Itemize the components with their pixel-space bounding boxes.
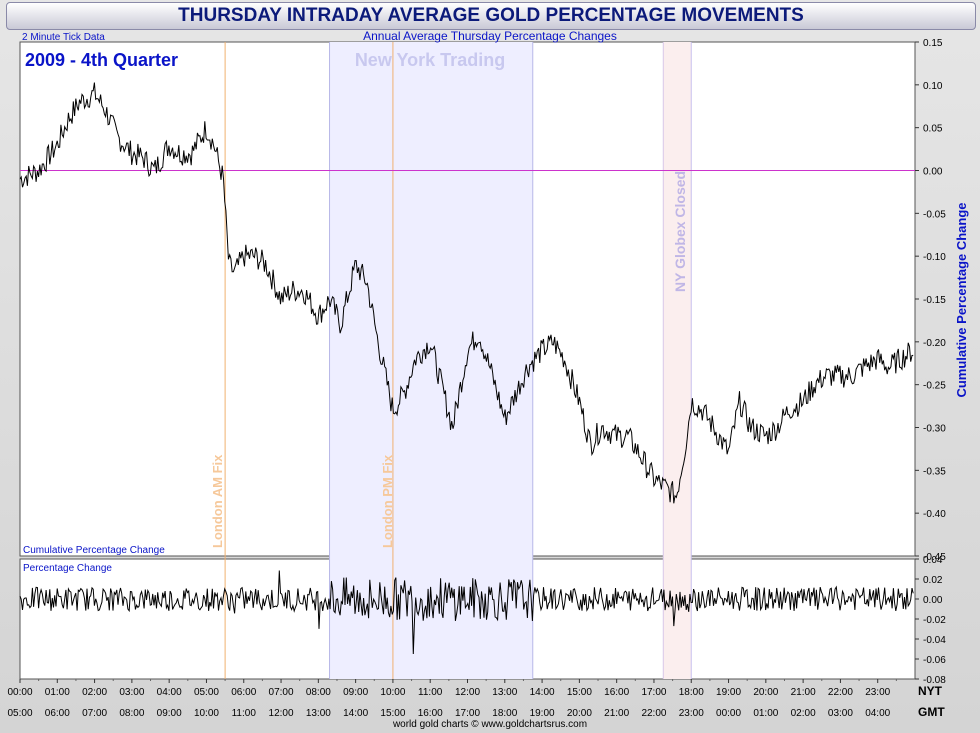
x-tick-label-gmt-3: 08:00 [119,708,144,719]
gmt-axis-label: GMT [918,705,945,719]
x-tick-label-gmt-0: 05:00 [7,708,32,719]
x-tick-label-gmt-4: 09:00 [157,708,182,719]
x-tick-label-nyt-23: 23:00 [865,687,890,698]
x-tick-label-gmt-13: 18:00 [492,708,517,719]
x-tick-label-gmt-1: 06:00 [45,708,70,719]
y-tick-label-main-4: -0.05 [923,209,946,220]
x-tick-label-nyt-3: 03:00 [119,687,144,698]
globex-closed-band [663,42,692,679]
session-bands [329,42,692,679]
y-tick-label-lower-5: -0.06 [923,655,946,666]
x-tick-label-gmt-6: 11:00 [232,708,257,719]
y-tick-label-lower-2: 0.00 [923,595,943,606]
x-tick-label-gmt-5: 10:00 [194,708,219,719]
event-markers [20,42,915,679]
x-tick-label-nyt-14: 14:00 [530,687,555,698]
y-axis-label: Cumulative Percentage Change [954,202,969,397]
y-tick-label-main-8: -0.25 [923,381,946,392]
ny-session-band [329,42,533,679]
y-tick-label-main-5: -0.10 [923,252,946,263]
percentage-series-title: Percentage Change [23,563,112,574]
y-tick-label-main-2: 0.05 [923,124,943,135]
y-tick-label-main-9: -0.30 [923,424,946,435]
london-pm-fix-label: London PM Fix [380,454,395,548]
x-tick-label-nyt-16: 16:00 [604,687,629,698]
x-tick-label-nyt-12: 12:00 [455,687,480,698]
x-tick-label-gmt-20: 01:00 [753,708,778,719]
x-tick-label-nyt-10: 10:00 [380,687,405,698]
x-tick-label-nyt-7: 07:00 [269,687,294,698]
x-tick-label-nyt-17: 17:00 [641,687,666,698]
x-tick-label-gmt-22: 03:00 [828,708,853,719]
footer-credit: world gold charts © www.goldchartsrus.co… [392,719,587,730]
y-tick-label-lower-0: 0.04 [923,555,943,566]
x-tick-label-gmt-2: 07:00 [82,708,107,719]
y-tick-label-main-11: -0.40 [923,509,946,520]
y-tick-label-main-12: -0.45 [923,552,946,563]
y-tick-label-lower-4: -0.04 [923,635,946,646]
y-axis-ticks-lower: 0.04 0.02 0.00 -0.02 -0.04 -0.06 -0.08 [915,555,946,686]
cumulative-series-line [19,82,914,504]
x-tick-label-nyt-2: 02:00 [82,687,107,698]
x-tick-label-nyt-13: 13:00 [492,687,517,698]
x-tick-label-gmt-23: 04:00 [865,708,890,719]
chart-title: THURSDAY INTRADAY AVERAGE GOLD PERCENTAG… [6,2,976,30]
x-tick-label-gmt-18: 23:00 [679,708,704,719]
x-tick-label-nyt-6: 06:00 [231,687,256,698]
x-tick-label-nyt-21: 21:00 [791,687,816,698]
y-tick-label-main-0: 0.15 [923,38,943,49]
x-tick-label-gmt-16: 21:00 [604,708,629,719]
x-tick-label-nyt-20: 20:00 [753,687,778,698]
x-tick-label-gmt-17: 22:00 [641,708,666,719]
y-axis-ticks-main: 0.15 0.10 0.05 0.00 -0.05 -0.10 -0.15 -0.20 -0.2… [915,38,946,563]
tick-data-note: 2 Minute Tick Data [22,32,105,43]
x-tick-label-nyt-8: 08:00 [306,687,331,698]
x-axis-ticks: 00:00 05:00 01:00 06:00 02:00 07:00 03:00 08:00… [7,679,897,719]
x-tick-label-nyt-19: 19:00 [716,687,741,698]
x-tick-label-nyt-0: 00:00 [7,687,32,698]
x-tick-label-gmt-7: 12:00 [269,708,294,719]
x-tick-label-nyt-11: 11:00 [418,687,443,698]
x-tick-label-gmt-15: 20:00 [567,708,592,719]
london-am-fix-label: London AM Fix [210,454,225,548]
x-tick-label-gmt-12: 17:00 [455,708,480,719]
y-tick-label-main-6: -0.15 [923,295,946,306]
nyt-axis-label: NYT [918,684,943,698]
percentage-series-line [19,570,914,655]
x-tick-label-gmt-19: 00:00 [716,708,741,719]
x-tick-label-gmt-21: 02:00 [791,708,816,719]
y-tick-label-main-3: 0.00 [923,167,943,178]
chart-subtitle: Annual Average Thursday Percentage Chang… [363,29,617,43]
x-tick-label-gmt-11: 16:00 [418,708,443,719]
x-tick-label-gmt-8: 13:00 [306,708,331,719]
y-tick-label-main-7: -0.20 [923,338,946,349]
y-tick-label-main-1: 0.10 [923,81,943,92]
ny-trading-label: New York Trading [355,50,505,70]
x-tick-label-nyt-1: 01:00 [45,687,70,698]
x-tick-label-gmt-14: 19:00 [530,708,555,719]
cumulative-series-title: Cumulative Percentage Change [23,545,165,556]
x-tick-label-nyt-4: 04:00 [157,687,182,698]
y-tick-label-lower-3: -0.02 [923,615,946,626]
x-tick-label-nyt-15: 15:00 [567,687,592,698]
x-tick-label-nyt-5: 05:00 [194,687,219,698]
x-tick-label-nyt-22: 22:00 [828,687,853,698]
x-tick-label-gmt-9: 14:00 [343,708,368,719]
x-tick-label-gmt-10: 15:00 [380,708,405,719]
period-label: 2009 - 4th Quarter [25,50,178,70]
y-tick-label-lower-6: -0.08 [923,675,946,686]
x-tick-label-nyt-18: 18:00 [679,687,704,698]
globex-closed-label: NY Globex Closed [672,171,688,292]
y-tick-label-lower-1: 0.02 [923,575,943,586]
x-tick-label-nyt-9: 09:00 [343,687,368,698]
y-tick-label-main-10: -0.35 [923,466,946,477]
